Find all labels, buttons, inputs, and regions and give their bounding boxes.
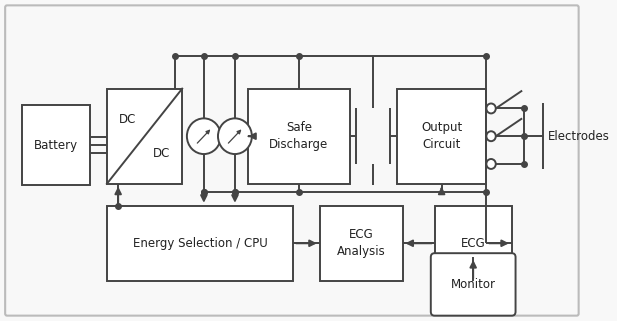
- FancyBboxPatch shape: [107, 89, 182, 184]
- FancyBboxPatch shape: [397, 89, 486, 184]
- Circle shape: [486, 131, 496, 141]
- Circle shape: [486, 103, 496, 113]
- Text: Electrodes: Electrodes: [547, 130, 610, 143]
- FancyBboxPatch shape: [22, 106, 90, 185]
- FancyBboxPatch shape: [434, 206, 511, 281]
- Circle shape: [486, 159, 496, 169]
- Text: Monitor: Monitor: [450, 278, 495, 291]
- Text: Output
Circuit: Output Circuit: [421, 121, 462, 151]
- FancyBboxPatch shape: [248, 89, 350, 184]
- Text: ECG: ECG: [461, 237, 486, 250]
- FancyBboxPatch shape: [431, 253, 516, 316]
- Circle shape: [218, 118, 252, 154]
- FancyBboxPatch shape: [320, 206, 402, 281]
- Text: Safe
Discharge: Safe Discharge: [270, 121, 329, 151]
- FancyBboxPatch shape: [107, 206, 293, 281]
- Text: Battery: Battery: [34, 139, 78, 152]
- Text: DC: DC: [119, 113, 136, 126]
- Text: Energy Selection / CPU: Energy Selection / CPU: [133, 237, 267, 250]
- Circle shape: [187, 118, 221, 154]
- Text: ECG
Analysis: ECG Analysis: [337, 228, 386, 258]
- FancyBboxPatch shape: [5, 5, 579, 316]
- Text: DC: DC: [152, 147, 170, 160]
